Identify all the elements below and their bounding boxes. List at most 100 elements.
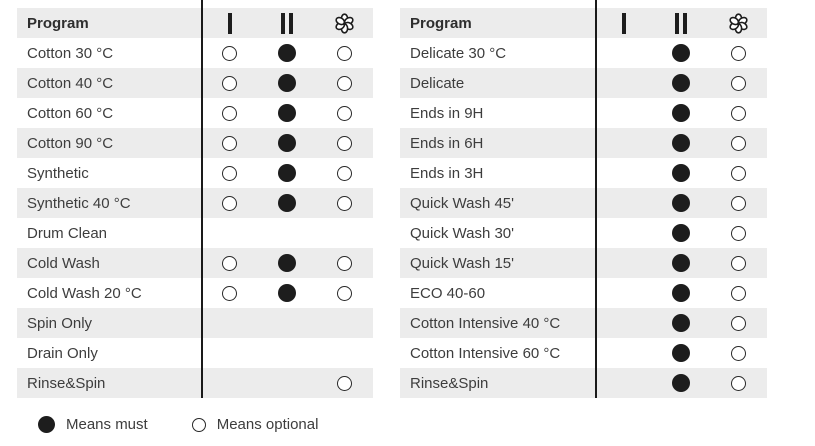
empty-cell: [316, 218, 373, 248]
optional-open-circle-icon: [710, 158, 767, 188]
optional-open-circle-icon: [710, 68, 767, 98]
table-row: Rinse&Spin: [400, 368, 767, 398]
optional-open-circle-icon: [316, 158, 373, 188]
optional-open-circle-icon: [201, 98, 258, 128]
program-name: Rinse&Spin: [27, 374, 106, 392]
program-name: Cotton Intensive 40 °C: [410, 314, 561, 332]
optional-open-circle-icon: [710, 38, 767, 68]
optional-open-circle-icon: [710, 368, 767, 398]
program-name: Ends in 3H: [410, 164, 484, 182]
optional-open-circle-icon: [316, 128, 373, 158]
program-name: Delicate 30 °C: [410, 44, 507, 62]
empty-cell: [595, 38, 652, 68]
empty-cell: [258, 338, 315, 368]
program-column-header: Program: [27, 14, 89, 32]
empty-cell: [258, 218, 315, 248]
empty-cell: [595, 368, 652, 398]
filled-circle-icon: [38, 416, 55, 433]
softener-flower-icon: [710, 8, 767, 38]
table-body: Cotton 30 °C Cotton 40 °C Cotton 60 °C Cott…: [17, 38, 373, 398]
program-name: Cold Wash 20 °C: [27, 284, 142, 302]
table-row: Cotton 90 °C: [17, 128, 373, 158]
must-filled-circle-icon: [258, 248, 315, 278]
optional-open-circle-icon: [201, 248, 258, 278]
program-name: Rinse&Spin: [410, 374, 489, 392]
empty-cell: [595, 158, 652, 188]
legend-item-must: Means must: [38, 416, 148, 433]
program-name: Cotton 30 °C: [27, 44, 114, 62]
optional-open-circle-icon: [201, 188, 258, 218]
empty-cell: [201, 308, 258, 338]
program-name: Synthetic 40 °C: [27, 194, 131, 212]
program-name: Quick Wash 30': [410, 224, 515, 242]
bar-ii-icon: [652, 8, 709, 38]
must-filled-circle-icon: [258, 278, 315, 308]
optional-open-circle-icon: [201, 38, 258, 68]
must-filled-circle-icon: [258, 188, 315, 218]
table-row: Cotton 40 °C: [17, 68, 373, 98]
table-row: Cotton 30 °C: [17, 38, 373, 68]
empty-cell: [258, 368, 315, 398]
must-filled-circle-icon: [652, 368, 709, 398]
empty-cell: [316, 338, 373, 368]
program-name: Quick Wash 45': [410, 194, 515, 212]
optional-open-circle-icon: [710, 128, 767, 158]
empty-cell: [595, 308, 652, 338]
table-row: Drain Only: [17, 338, 373, 368]
optional-open-circle-icon: [316, 68, 373, 98]
softener-flower-icon: [316, 8, 373, 38]
optional-open-circle-icon: [316, 368, 373, 398]
table-header-row: Program: [17, 8, 373, 38]
program-name: Drain Only: [27, 344, 98, 362]
must-filled-circle-icon: [258, 38, 315, 68]
table-row: Delicate 30 °C: [400, 38, 767, 68]
empty-cell: [201, 338, 258, 368]
program-name: Synthetic: [27, 164, 89, 182]
table-row: Ends in 9H: [400, 98, 767, 128]
optional-open-circle-icon: [710, 218, 767, 248]
optional-open-circle-icon: [316, 278, 373, 308]
table-header-row: Program: [400, 8, 767, 38]
must-filled-circle-icon: [652, 158, 709, 188]
must-filled-circle-icon: [652, 68, 709, 98]
program-name: Ends in 6H: [410, 134, 484, 152]
optional-open-circle-icon: [710, 338, 767, 368]
table-row: Ends in 3H: [400, 158, 767, 188]
optional-open-circle-icon: [201, 158, 258, 188]
empty-cell: [595, 98, 652, 128]
program-name: ECO 40-60: [410, 284, 486, 302]
table-row: Quick Wash 30': [400, 218, 767, 248]
bar-i-icon: [595, 8, 652, 38]
program-column-header: Program: [410, 14, 472, 32]
empty-cell: [595, 128, 652, 158]
legend-must-label: Means must: [66, 416, 148, 433]
table-row: Synthetic 40 °C: [17, 188, 373, 218]
optional-open-circle-icon: [710, 308, 767, 338]
program-table-right: Program Delicate 30 °C Delicate Ends in 9H…: [400, 0, 767, 398]
must-filled-circle-icon: [258, 98, 315, 128]
bar-i-icon: [201, 8, 258, 38]
table-row: Cold Wash: [17, 248, 373, 278]
must-filled-circle-icon: [652, 308, 709, 338]
program-name: Cotton 60 °C: [27, 104, 114, 122]
table-row: Quick Wash 45': [400, 188, 767, 218]
must-filled-circle-icon: [652, 218, 709, 248]
table-row: Delicate: [400, 68, 767, 98]
program-name: Ends in 9H: [410, 104, 484, 122]
program-name: Quick Wash 15': [410, 254, 515, 272]
empty-cell: [258, 308, 315, 338]
empty-cell: [595, 338, 652, 368]
optional-open-circle-icon: [710, 248, 767, 278]
legend: Means must Means optional: [38, 416, 318, 433]
optional-open-circle-icon: [710, 188, 767, 218]
table-row: ECO 40-60: [400, 278, 767, 308]
program-name: Cotton Intensive 60 °C: [410, 344, 561, 362]
column-divider: [201, 0, 203, 398]
table-row: Synthetic: [17, 158, 373, 188]
empty-cell: [595, 248, 652, 278]
must-filled-circle-icon: [652, 98, 709, 128]
optional-open-circle-icon: [201, 128, 258, 158]
bar-ii-icon: [258, 8, 315, 38]
table-row: Cotton Intensive 60 °C: [400, 338, 767, 368]
empty-cell: [201, 368, 258, 398]
